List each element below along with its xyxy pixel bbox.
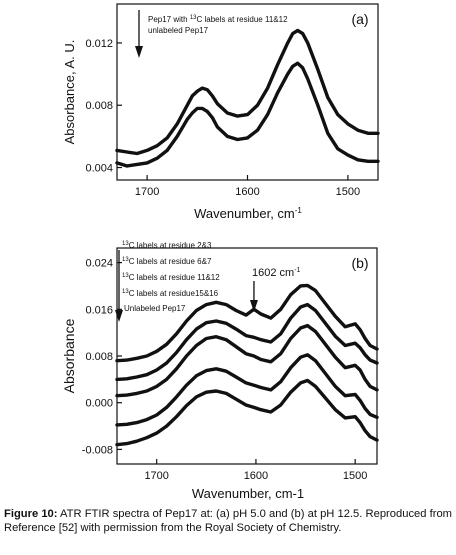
panel-a-y-tick-label: 0.004 (85, 163, 113, 175)
panel-a-y-axis-label: Absorbance, A. U. (62, 40, 77, 145)
panel-b-legend: 13C labels at residue 2&3 13C labels at … (115, 241, 220, 322)
peak-annotation-arrow-head (249, 300, 258, 312)
panel-a-legend-entry: Pep17 with 13C labels at residue 11&12 (148, 15, 288, 24)
panel-a-y-ticks: 0.004 0.008 0.012 (85, 38, 122, 175)
panel-a-x-axis-label: Wavenumber, cm-1 (194, 206, 302, 221)
panel-b-x-ticks: 1700 1600 1500 (144, 459, 367, 482)
panel-b-y-tick-label: -0.008 (82, 444, 113, 456)
panel-a-y-tick-label: 0.008 (85, 100, 113, 112)
panel-a-legend-arrow-head (135, 46, 143, 58)
panel-a-label: (a) (351, 11, 368, 27)
panel-b-series-line-2 (115, 302, 379, 382)
panel-b-series-line-5 (115, 378, 379, 447)
panel-a-legend-entry: unlabeled Pep17 (148, 26, 209, 35)
panel-a-series-line-1 (115, 28, 380, 156)
figure-caption: Figure 10: ATR FTIR spectra of Pep17 at:… (4, 508, 452, 535)
panel-b-legend-entry: 13C labels at residue 11&12 (122, 273, 220, 282)
panel-b-x-tick-label: 1600 (244, 470, 268, 482)
panel-b-y-tick-label: 0.008 (85, 351, 113, 363)
panel-b-legend-entry: 13C labels at residue15&16 (122, 289, 219, 298)
panel-b-y-tick-label: 0.016 (85, 304, 113, 316)
panel-b-y-ticks: -0.008 0.000 0.008 0.016 0.024 (82, 258, 122, 456)
panel-b-series-line-4 (115, 353, 379, 427)
panel-b-y-axis-label: Absorbance (61, 318, 77, 393)
panel-a-x-tick-label: 1700 (135, 186, 159, 198)
panel-b-legend-entry: Unlabeled Pep17 (124, 304, 186, 313)
panel-b-series-line-1 (115, 283, 379, 363)
panel-a-y-tick-label: 0.012 (85, 38, 113, 50)
peak-annotation-label: 1602 cm-1 (252, 267, 301, 279)
panel-b-label: (b) (351, 255, 368, 271)
panel-a-series-line-2 (115, 61, 380, 168)
panel-b-x-axis-label: Wavenumber, cm-1 (192, 486, 304, 501)
panel-a-legend: Pep17 with 13C labels at residue 11&12 u… (135, 10, 288, 58)
panel-b-series-group (115, 283, 379, 447)
panel-a-series-group (115, 28, 380, 168)
caption-label: Figure 10: (4, 508, 58, 520)
panel-b-series-line-3 (115, 323, 379, 398)
panel-a-x-tick-label: 1500 (336, 186, 360, 198)
panel-a: 0.004 0.008 0.012 1700 1600 1500 (a) Pep17 w… (62, 3, 380, 221)
panel-a-x-ticks: 1700 1600 1500 (135, 175, 360, 198)
panel-b-y-tick-label: 0.024 (85, 258, 113, 270)
figure-panels: 0.004 0.008 0.012 1700 1600 1500 (a) Pep17 w… (61, 3, 380, 501)
panel-b-y-tick-label: 0.000 (85, 398, 113, 410)
panel-b-legend-entry: 13C labels at residue 2&3 (122, 241, 212, 250)
panel-a-x-tick-label: 1600 (235, 186, 259, 198)
panel-b-x-tick-label: 1500 (343, 470, 367, 482)
panel-b-x-tick-label: 1700 (144, 470, 168, 482)
panel-b-annotation: 1602 cm-1 (249, 267, 301, 312)
panel-b-legend-entry: 13C labels at residue 6&7 (122, 257, 212, 266)
caption-text: ATR FTIR spectra of Pep17 at: (a) pH 5.0… (4, 508, 452, 534)
panel-b-legend-arrow-head (115, 310, 123, 322)
